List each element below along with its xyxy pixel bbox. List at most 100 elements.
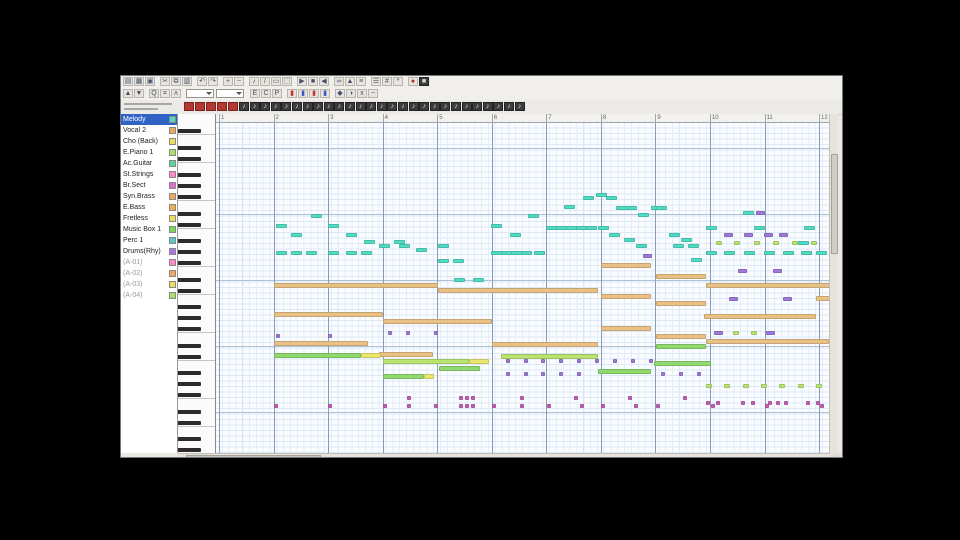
pitch-icon[interactable]: P xyxy=(272,89,282,98)
piano-roll-grid[interactable] xyxy=(216,123,829,453)
midi-note-cyan[interactable] xyxy=(276,251,287,255)
black-key[interactable] xyxy=(178,409,201,414)
zoom-out-icon[interactable]: − xyxy=(234,77,244,86)
midi-note-cyan[interactable] xyxy=(416,248,427,252)
midi-note-magenta_dot[interactable] xyxy=(407,404,411,408)
event-overview-block[interactable]: ♪ xyxy=(408,102,419,111)
note-icon[interactable]: ♪ xyxy=(249,77,259,86)
midi-note-yellow_bar[interactable] xyxy=(361,353,381,358)
midi-note-cyan[interactable] xyxy=(306,251,317,255)
midi-note-magenta_dot[interactable] xyxy=(459,396,463,400)
midi-note-magenta_dot[interactable] xyxy=(820,404,824,408)
midi-note-cyan[interactable] xyxy=(438,259,449,263)
midi-note-purple_dot[interactable] xyxy=(595,359,599,363)
midi-note-lightgreen_dot[interactable] xyxy=(716,241,722,245)
grid-icon[interactable]: # xyxy=(382,77,392,86)
midi-note-orange_bar[interactable] xyxy=(601,294,651,299)
event-overview-block[interactable]: ♪ xyxy=(504,102,514,111)
track-down-icon[interactable]: ▼ xyxy=(134,89,144,98)
midi-note-cyan[interactable] xyxy=(346,233,357,237)
midi-note-purple_dot[interactable] xyxy=(524,359,528,363)
track-color-swatch[interactable] xyxy=(169,204,176,211)
save-icon[interactable]: ▣ xyxy=(145,77,155,86)
list-icon[interactable]: ☰ xyxy=(371,77,381,86)
midi-note-cyan[interactable] xyxy=(399,244,410,248)
midi-note-purple[interactable] xyxy=(766,331,775,335)
midi-note-cyan[interactable] xyxy=(510,233,521,237)
event-overview-block[interactable]: ♪ xyxy=(313,102,324,111)
midi-note-orange_bar[interactable] xyxy=(706,339,829,344)
event-overview-block[interactable]: ♪ xyxy=(440,102,451,111)
midi-note-magenta_dot[interactable] xyxy=(683,396,687,400)
midi-note-cyan[interactable] xyxy=(596,193,607,197)
track-row[interactable]: (A-02) xyxy=(121,268,177,279)
midi-note-cyan[interactable] xyxy=(801,251,812,255)
midi-note-green_bar[interactable] xyxy=(656,344,706,349)
midi-note-magenta_dot[interactable] xyxy=(471,404,475,408)
pan-icon[interactable]: ◑ xyxy=(346,89,356,98)
midi-note-magenta_dot[interactable] xyxy=(407,396,411,400)
midi-note-purple_dot[interactable] xyxy=(613,359,617,363)
midi-note-lightgreen_dot[interactable] xyxy=(798,384,804,388)
black-key[interactable] xyxy=(178,393,201,397)
midi-note-magenta_dot[interactable] xyxy=(634,404,638,408)
midi-note-purple[interactable] xyxy=(783,297,792,301)
midi-note-cyan[interactable] xyxy=(291,251,302,255)
midi-note-cyan[interactable] xyxy=(624,238,635,242)
midi-note-purple_dot[interactable] xyxy=(679,372,683,376)
midi-note-purple_dot[interactable] xyxy=(524,372,528,376)
midi-note-cyan[interactable] xyxy=(491,224,502,228)
midi-note-lightgreen_dot[interactable] xyxy=(706,384,712,388)
midi-note-cyan[interactable] xyxy=(724,251,735,255)
color-icon[interactable]: ◆ xyxy=(335,89,345,98)
midi-note-cyan[interactable] xyxy=(706,226,717,230)
toolbar-combo[interactable] xyxy=(186,89,214,98)
track-color-swatch[interactable] xyxy=(169,237,176,244)
track-row[interactable]: Syn.Brass xyxy=(121,191,177,202)
midi-note-cyan[interactable] xyxy=(346,251,357,255)
piano-keyboard[interactable] xyxy=(178,114,216,453)
track-row[interactable]: (A-01) xyxy=(121,257,177,268)
midi-note-cyan[interactable] xyxy=(583,196,594,200)
vertical-scrollbar[interactable] xyxy=(829,114,838,453)
track-row[interactable]: Vocal 2 xyxy=(121,125,177,136)
snap-icon[interactable]: ⌗ xyxy=(160,89,170,98)
blue-marker-icon[interactable]: ▮ xyxy=(320,89,330,98)
midi-note-cyan[interactable] xyxy=(453,259,464,263)
midi-note-purple_dot[interactable] xyxy=(577,372,581,376)
track-row[interactable]: (A-03) xyxy=(121,279,177,290)
midi-note-cyan[interactable] xyxy=(276,224,287,228)
midi-note-purple_dot[interactable] xyxy=(661,372,665,376)
midi-note-lightgreen_dot[interactable] xyxy=(743,384,749,388)
midi-note-magenta_dot[interactable] xyxy=(711,404,715,408)
midi-note-purple[interactable] xyxy=(773,269,782,273)
track-color-swatch[interactable] xyxy=(169,149,176,156)
midi-note-purple[interactable] xyxy=(714,331,723,335)
black-key[interactable] xyxy=(178,195,201,199)
blue-marker-icon[interactable]: ▮ xyxy=(298,89,308,98)
midi-note-magenta_dot[interactable] xyxy=(716,401,720,405)
midi-note-orange_bar[interactable] xyxy=(438,288,598,293)
black-key[interactable] xyxy=(178,145,201,150)
black-key[interactable] xyxy=(178,448,201,452)
black-key[interactable] xyxy=(178,173,201,177)
event-overview-block[interactable]: ♪ xyxy=(281,102,292,111)
midi-note-purple[interactable] xyxy=(643,254,652,258)
black-key[interactable] xyxy=(178,288,201,293)
undo-icon[interactable]: ↶ xyxy=(197,77,207,86)
event-overview-block[interactable]: ♪ xyxy=(461,102,472,111)
midi-note-magenta_dot[interactable] xyxy=(768,401,772,405)
black-key[interactable] xyxy=(178,261,201,265)
black-key[interactable] xyxy=(178,250,201,254)
midi-note-cyan[interactable] xyxy=(438,244,449,248)
midi-note-magenta_dot[interactable] xyxy=(471,396,475,400)
quantize-icon[interactable]: Q xyxy=(149,89,159,98)
midi-note-cyan[interactable] xyxy=(636,244,647,248)
black-key[interactable] xyxy=(178,343,201,348)
redo-icon[interactable]: ↷ xyxy=(208,77,218,86)
track-color-swatch[interactable] xyxy=(169,127,176,134)
track-row[interactable]: Melody xyxy=(121,114,177,125)
midi-note-purple[interactable] xyxy=(764,233,773,237)
event-overview-block[interactable]: ♪ xyxy=(429,102,440,111)
event-overview-block[interactable]: ♪ xyxy=(376,102,387,111)
